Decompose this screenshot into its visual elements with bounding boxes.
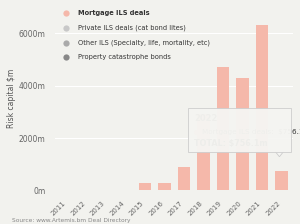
- Text: Source: www.Artemis.bm Deal Directory: Source: www.Artemis.bm Deal Directory: [12, 218, 130, 223]
- Bar: [197, 114, 210, 190]
- Bar: [158, 183, 171, 190]
- Text: Mortgage ILS deals: Mortgage ILS deals: [78, 11, 150, 16]
- Text: 2022: 2022: [194, 114, 218, 123]
- Text: Private ILS deals (cat bond lites): Private ILS deals (cat bond lites): [78, 25, 186, 31]
- Text: Mortgage ILS deals:  $756.1 m: Mortgage ILS deals: $756.1 m: [202, 129, 300, 135]
- Y-axis label: Risk capital $m: Risk capital $m: [7, 69, 16, 128]
- Bar: [256, 25, 268, 190]
- Text: Other ILS (Specialty, life, mortality, etc): Other ILS (Specialty, life, mortality, e…: [78, 39, 210, 46]
- Text: TOTAL: $756.1m: TOTAL: $756.1m: [194, 139, 268, 148]
- Bar: [275, 171, 288, 190]
- Bar: [139, 183, 151, 190]
- Text: Property catastrophe bonds: Property catastrophe bonds: [78, 54, 171, 60]
- Bar: [236, 78, 249, 190]
- Bar: [178, 167, 190, 190]
- Bar: [217, 67, 229, 190]
